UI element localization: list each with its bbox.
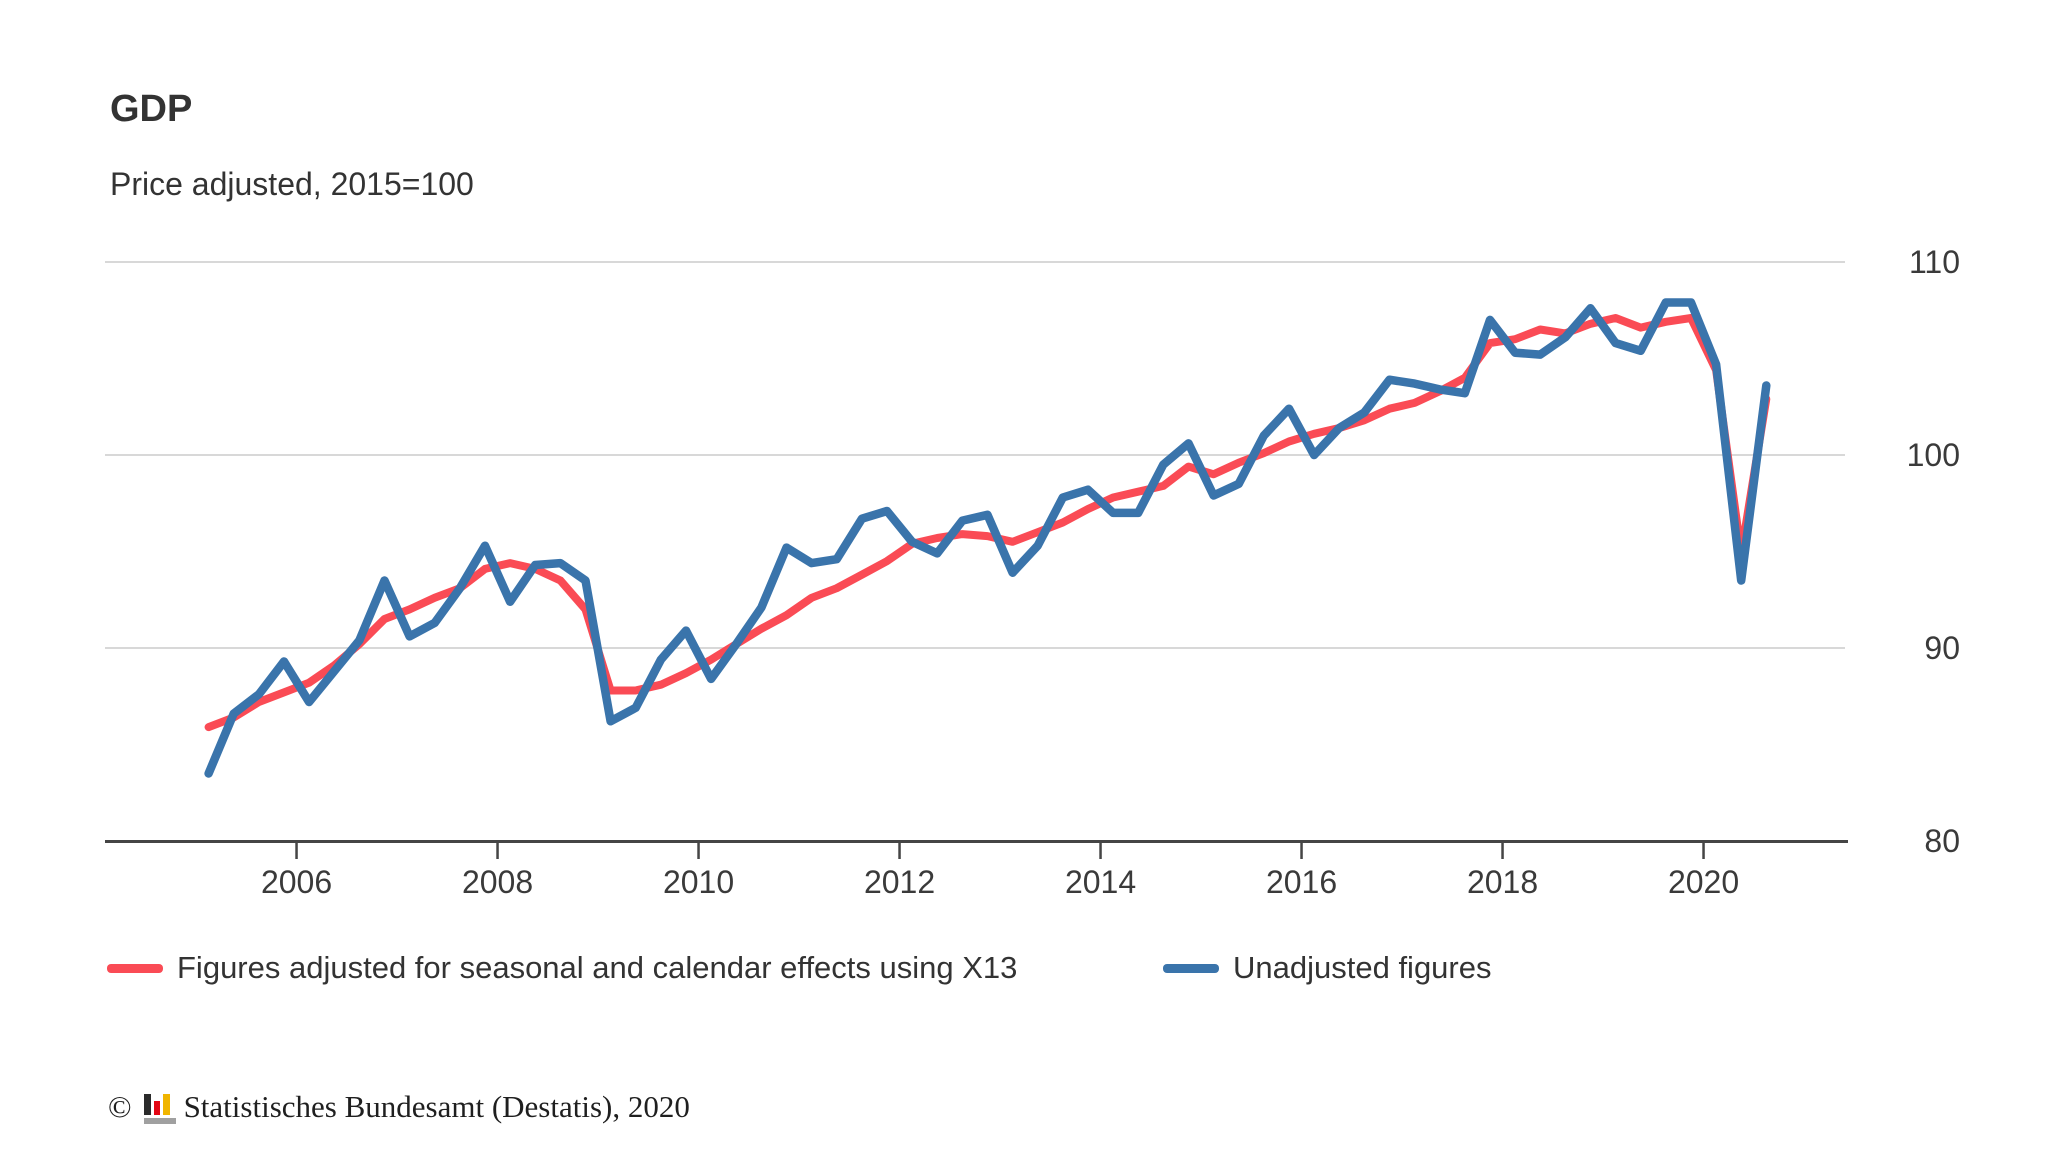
- logo-bar-red: [153, 1101, 160, 1115]
- x-tick-label: 2014: [1065, 864, 1136, 900]
- chart-legend: Figures adjusted for seasonal and calend…: [0, 946, 2048, 990]
- x-tick-label: 2010: [663, 864, 734, 900]
- legend-item-adjusted: Figures adjusted for seasonal and calend…: [107, 946, 1017, 990]
- source-text: Statistisches Bundesamt (Destatis), 2020: [183, 1089, 690, 1124]
- copyright-symbol: ©: [108, 1089, 132, 1124]
- series-line-unadjusted: [204, 298, 1771, 778]
- logo-base-bar: [143, 1118, 176, 1124]
- x-tick-label: 2012: [864, 864, 935, 900]
- y-tick-label: 90: [1924, 630, 1960, 666]
- x-tick-label: 2016: [1266, 864, 1337, 900]
- y-tick-label: 80: [1924, 823, 1960, 859]
- page-title: GDP: [110, 88, 193, 130]
- x-tick-label: 2008: [462, 864, 533, 900]
- logo-bar-yellow: [162, 1094, 170, 1115]
- destatis-logo-icon: [143, 1094, 176, 1124]
- legend-item-unadjusted: Unadjusted figures: [1163, 946, 1492, 990]
- x-tick-label: 2020: [1668, 864, 1739, 900]
- y-tick-label: 100: [1907, 437, 1960, 473]
- logo-bar-black: [143, 1094, 151, 1115]
- legend-label-adjusted: Figures adjusted for seasonal and calend…: [177, 950, 1018, 985]
- adjusted-series-swatch-icon: [107, 963, 163, 973]
- page-subtitle: Price adjusted, 2015=100: [110, 166, 474, 202]
- source-line: © Statistisches Bundesamt (Destatis), 20…: [108, 1090, 690, 1124]
- legend-label-unadjusted: Unadjusted figures: [1233, 950, 1492, 985]
- x-tick-label: 2006: [261, 864, 332, 900]
- x-tick-label: 2018: [1467, 864, 1538, 900]
- y-tick-label: 110: [1909, 244, 1960, 280]
- unadjusted-series-swatch-icon: [1163, 963, 1219, 973]
